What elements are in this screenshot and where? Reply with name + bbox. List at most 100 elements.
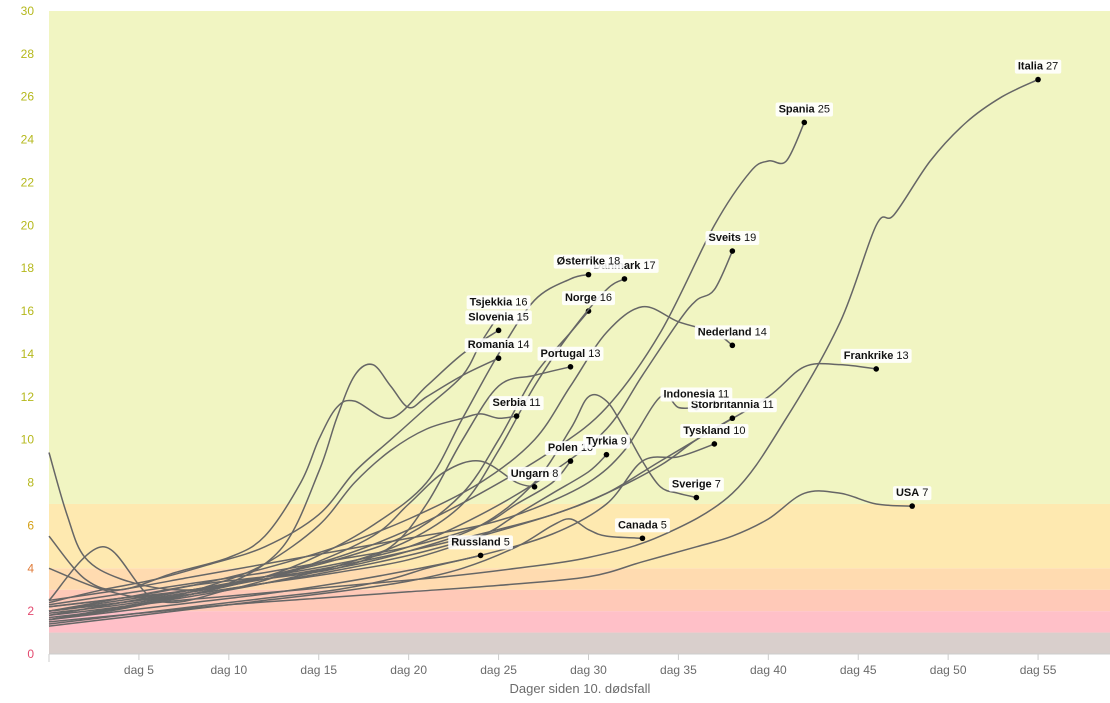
series-value: 5 [658, 519, 667, 531]
svg-text:Ungarn 8: Ungarn 8 [511, 468, 559, 480]
series-value: 15 [514, 311, 529, 323]
svg-text:Russland 5: Russland 5 [451, 536, 510, 548]
series-lines [48, 76, 1041, 627]
label-background [466, 295, 531, 310]
label-background [680, 423, 749, 438]
series-name: Storbritannia [691, 399, 760, 411]
x-tick-label: dag 55 [1020, 663, 1057, 677]
label-background [840, 348, 912, 363]
y-tick-label: 4 [27, 561, 34, 575]
svg-text:Østerrike 18: Østerrike 18 [557, 256, 621, 268]
svg-text:Tyrkia 9: Tyrkia 9 [586, 436, 627, 448]
series-name: Slovenia [468, 311, 514, 323]
x-tick-label: dag 45 [840, 663, 877, 677]
series-value: 8 [549, 468, 558, 480]
end-point-spania [801, 119, 808, 126]
series-value: 27 [1043, 61, 1058, 73]
series-line--sterrike [48, 273, 589, 621]
series-value: 11 [715, 389, 729, 401]
series-value: 14 [514, 339, 529, 351]
series-value: 11 [526, 397, 540, 409]
label-nederland: Nederland 14 [694, 325, 770, 340]
label-background [660, 387, 733, 402]
series-line-danmark [48, 278, 625, 617]
series-name: Tsjekkia [470, 296, 513, 308]
series-name: Serbia [492, 397, 527, 409]
y-tick-label: 26 [21, 90, 35, 104]
end-point-sverige [693, 494, 700, 501]
series-value: 5 [501, 536, 510, 548]
svg-text:Slovenia 15: Slovenia 15 [468, 311, 529, 323]
series-line-ungarn [48, 460, 535, 604]
series-line-russland [48, 554, 481, 625]
label-canada: Canada 5 [614, 518, 670, 533]
label-background [614, 518, 670, 533]
end-point-nederland [729, 342, 736, 349]
svg-text:Frankrike 13: Frankrike 13 [844, 350, 909, 362]
series-value: 13 [585, 348, 600, 360]
label-background [464, 338, 533, 353]
y-tick-label: 20 [21, 218, 35, 232]
series-line-italia [48, 78, 1039, 619]
y-tick-label: 24 [21, 133, 35, 147]
end-point-canada [639, 535, 646, 542]
series-value: 13 [893, 350, 908, 362]
end-point-tyskland [711, 441, 718, 447]
series-value: 9 [618, 436, 627, 448]
series-name: Østerrike [557, 256, 605, 268]
label-background [489, 396, 544, 411]
label-indonesia: Indonesia 11 [660, 387, 733, 402]
series-name: USA [896, 487, 919, 499]
data-labels: Italia 27 Spania 25 Sveits 19 Nederland 14 F… [448, 59, 1062, 550]
series-name: Russland [451, 536, 501, 548]
label--sterrike: Østerrike 18 [553, 254, 624, 269]
y-tick-label: 2 [27, 604, 34, 618]
series-name: Indonesia [663, 389, 715, 401]
series-name: Norge [565, 292, 597, 304]
svg-text:Nederland 14: Nederland 14 [698, 326, 767, 338]
end-point-ungarn [531, 484, 538, 490]
svg-text:Portugal 13: Portugal 13 [541, 348, 601, 360]
label-usa: USA 7 [892, 486, 932, 501]
end-point-tyrkia [603, 451, 610, 458]
series-name: Sveits [708, 232, 740, 244]
series-value: 16 [597, 292, 612, 304]
label-polen: Polen 10 [544, 441, 597, 456]
x-axis-title: Dager siden 10. dødsfall [510, 681, 651, 696]
series-line-serbia [48, 413, 517, 600]
label-background [583, 434, 630, 449]
x-tick-label: dag 10 [210, 663, 247, 677]
end-point-slovenia [495, 327, 502, 334]
end-point-danmark [621, 276, 628, 282]
end-point--sterrike [585, 271, 592, 278]
y-tick-label: 28 [21, 47, 35, 61]
end-point-romania [495, 355, 502, 362]
y-tick-label: 0 [27, 647, 34, 661]
svg-text:Tyskland 10: Tyskland 10 [683, 425, 745, 437]
end-point-polen [567, 458, 574, 464]
label-background [705, 231, 760, 246]
y-tick-label: 10 [21, 433, 35, 447]
label-frankrike: Frankrike 13 [840, 348, 912, 363]
y-tick-label: 30 [21, 4, 35, 18]
label-sverige: Sverige 7 [668, 477, 724, 492]
series-value: 14 [752, 326, 767, 338]
label-portugal: Portugal 13 [537, 346, 604, 361]
series-line-indonesia [48, 394, 697, 602]
series-name: Tyskland [683, 425, 730, 437]
band-3 [49, 568, 1110, 590]
series-line-portugal [48, 366, 571, 612]
label-background [537, 346, 604, 361]
svg-text:Romania 14: Romania 14 [468, 339, 530, 351]
x-tick-label: dag 50 [930, 663, 967, 677]
svg-text:Storbritannia 11: Storbritannia 11 [691, 399, 774, 411]
end-point-portugal [567, 363, 574, 370]
label-background [668, 477, 724, 492]
label-romania: Romania 14 [464, 338, 533, 353]
series-name: Spania [779, 103, 816, 115]
series-value: 19 [741, 232, 756, 244]
label-background [448, 535, 513, 550]
series-value: 10 [730, 425, 745, 437]
x-axis: dag 5 dag 10 dag 15 dag 20 dag 25 dag 30 dag 3… [48, 653, 1110, 677]
